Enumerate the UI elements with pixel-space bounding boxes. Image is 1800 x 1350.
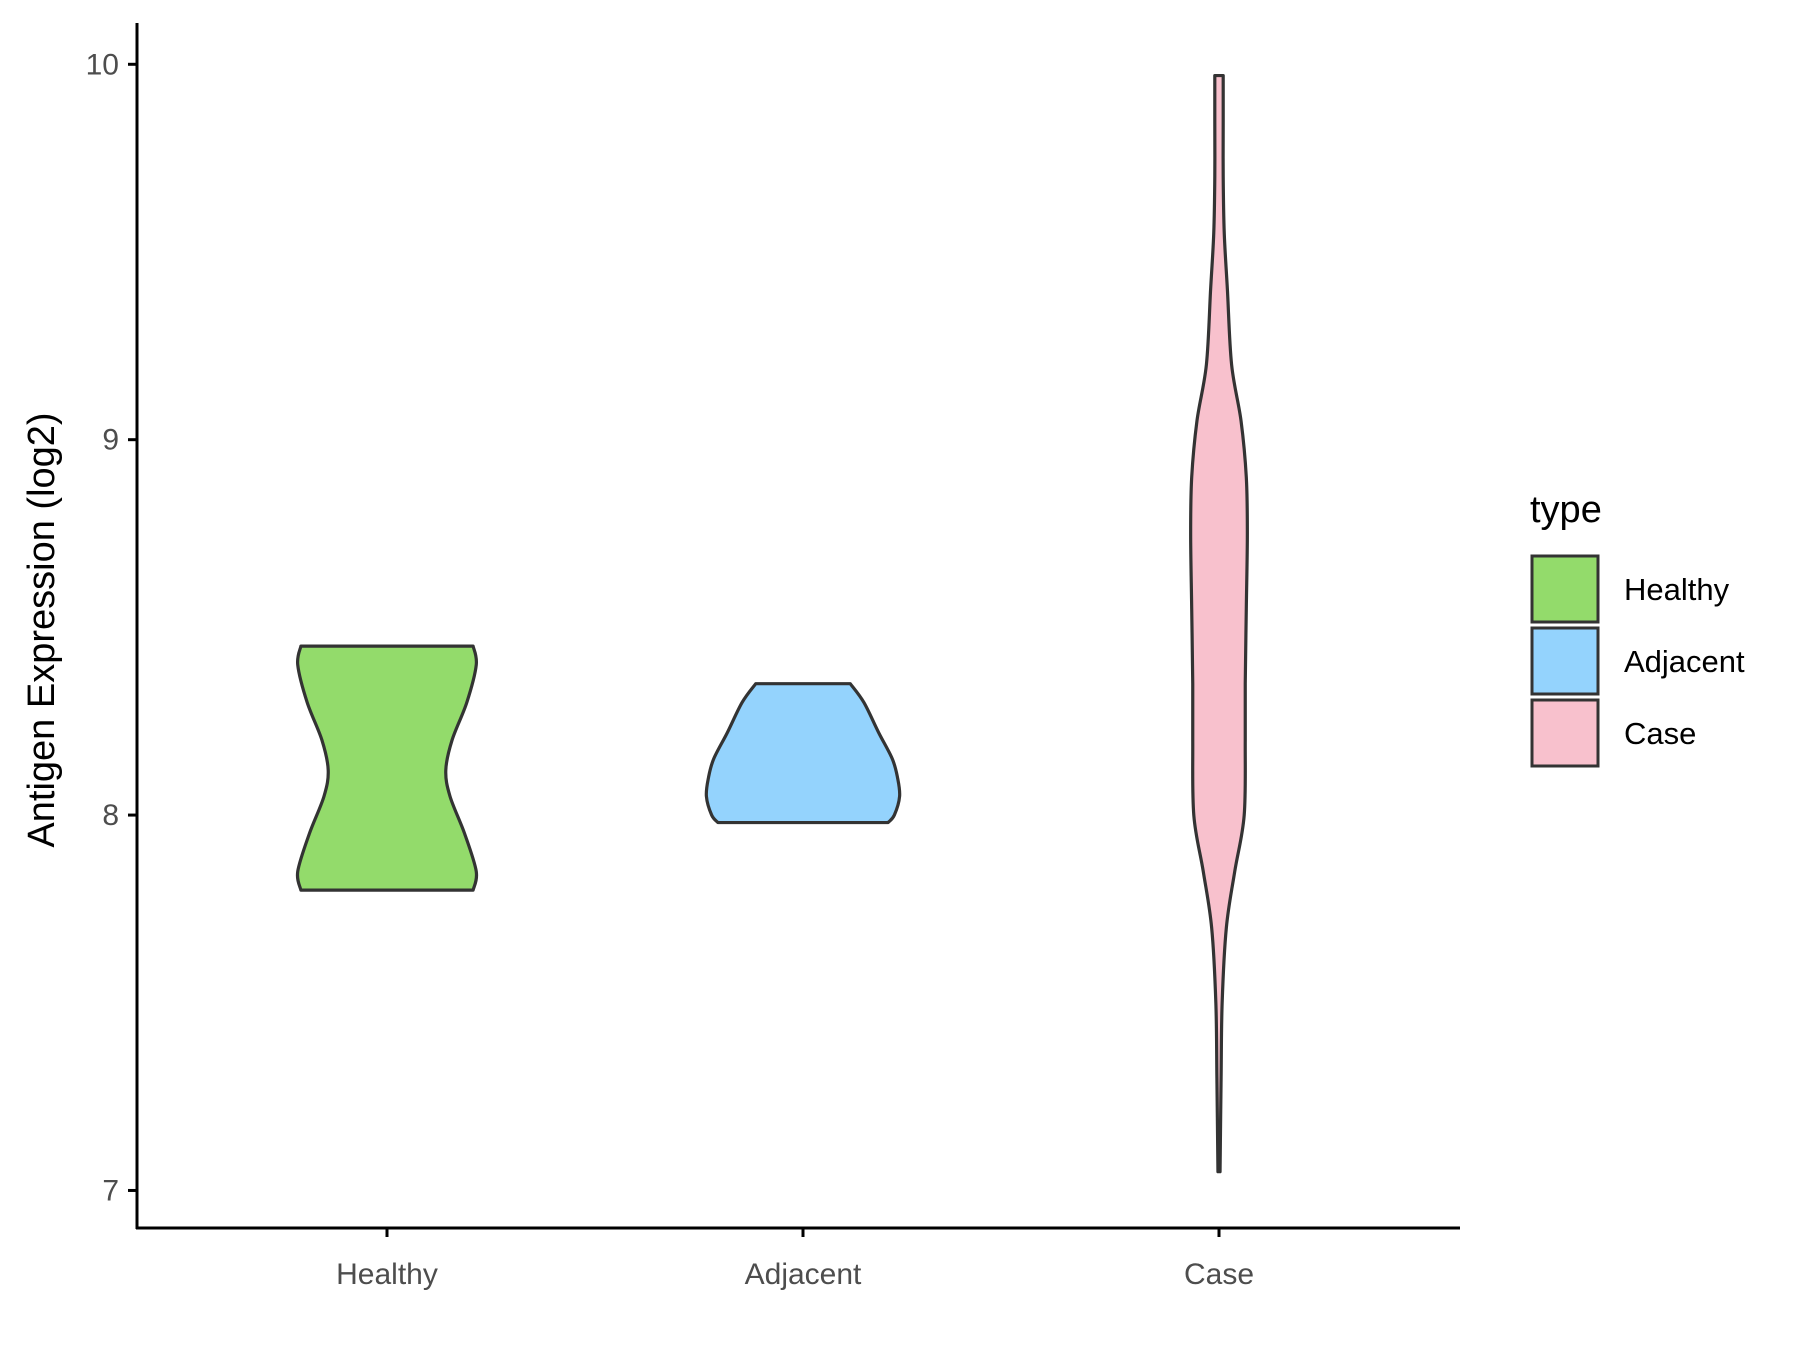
legend: type Healthy Adjacent Case xyxy=(1530,489,1745,768)
y-axis-ticks: 7 8 9 10 xyxy=(86,48,137,1207)
legend-key-adjacent xyxy=(1530,626,1600,696)
legend-label-adjacent: Adjacent xyxy=(1624,644,1745,679)
x-tick-label-adjacent: Adjacent xyxy=(745,1258,862,1291)
x-tick-label-case: Case xyxy=(1184,1258,1254,1291)
x-tick-label-healthy: Healthy xyxy=(336,1258,438,1291)
legend-items: Healthy Adjacent Case xyxy=(1530,554,1745,768)
legend-key-case xyxy=(1530,698,1600,768)
y-axis-title: Antigen Expression (log2) xyxy=(21,412,63,847)
y-tick-label-9: 9 xyxy=(102,424,119,457)
legend-key-healthy xyxy=(1530,554,1600,624)
legend-label-case: Case xyxy=(1624,716,1696,751)
y-tick-label-10: 10 xyxy=(86,48,119,81)
legend-title: type xyxy=(1530,489,1602,531)
legend-label-healthy: Healthy xyxy=(1624,572,1730,607)
y-tick-label-8: 8 xyxy=(102,799,119,832)
violin-layer xyxy=(295,73,1249,1174)
violin-case xyxy=(1189,73,1249,1174)
violin-healthy xyxy=(295,644,479,892)
x-axis-ticks: Healthy Adjacent Case xyxy=(336,1228,1254,1291)
y-tick-label-7: 7 xyxy=(102,1174,119,1207)
violin-adjacent xyxy=(704,682,902,825)
